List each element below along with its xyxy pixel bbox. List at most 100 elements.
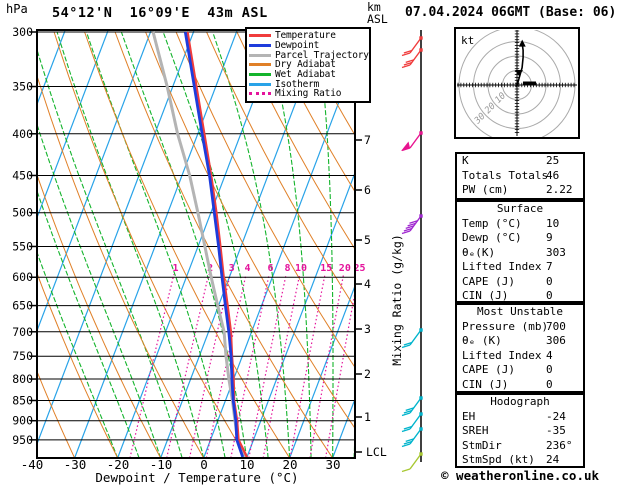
isotherm-line <box>289 286 354 457</box>
mixing-ratio-label: 15 <box>320 263 332 274</box>
table-row: θₑ (K) 306 <box>457 334 583 349</box>
row-label: StmSpd (kt) <box>462 453 535 466</box>
wet-adiabat-line <box>266 31 312 457</box>
mixing-ratio-line <box>189 274 231 457</box>
row-value: 24 <box>546 453 560 466</box>
row-value: 236° <box>546 438 573 452</box>
legend-item: Isotherm <box>249 78 369 90</box>
row-label: CIN (J) <box>462 377 509 391</box>
pressure-tick-label: 700 <box>12 325 33 339</box>
wind-barb <box>401 427 423 448</box>
temperature-axis: -40 -30 -20 -10 0 10 20 30 <box>21 457 341 472</box>
altitude-axis: 7 6 5 4 3 2 1 LCL <box>355 133 387 459</box>
row-label: PW (cm) <box>462 183 509 196</box>
altitude-axis-unit: km ASL <box>367 1 388 25</box>
pressure-tick-label: 450 <box>12 168 33 182</box>
legend-label: Temperature <box>275 30 336 42</box>
wet-adiabat-line <box>38 51 183 457</box>
hodograph-table: Hodograph EH -24 SREH -35 StmDir 236° StmSpd (k… <box>455 393 585 468</box>
table-title: Most Unstable <box>476 305 564 318</box>
temp-tick-label: -10 <box>150 457 173 472</box>
table-row: CAPE (J) 0 <box>457 275 583 290</box>
legend-label: Dewpoint <box>275 40 320 52</box>
table-row: SREH -35 <box>457 424 583 439</box>
temp-tick-label: -30 <box>64 457 87 472</box>
wet-adiabat-line <box>212 31 291 457</box>
surface-table: Surface Temp (°C) 10 Dewp (°C) 9 θₑ(K) 303 Lift… <box>455 200 585 303</box>
mixing-ratio-label: 6 <box>268 263 274 274</box>
row-label: Lifted Index <box>462 260 542 273</box>
pressure-tick-label: 500 <box>12 206 33 220</box>
table-row: StmSpd (kt) 24 <box>457 453 583 466</box>
table-row: Temp (°C) 10 <box>457 217 583 232</box>
most-unstable-table: Most Unstable Pressure (mb) 700 θₑ (K) 306 Li… <box>455 303 585 393</box>
mixing-ratio-line <box>166 274 210 457</box>
row-label: Pressure (mb) <box>462 319 549 333</box>
dewpoint-curve <box>183 31 245 457</box>
legend-item: Temperature <box>249 30 369 42</box>
mixing-ratio-label: 8 <box>284 263 290 274</box>
isotherm-line <box>74 31 238 457</box>
row-value: 0 <box>546 377 553 391</box>
dry-adiabat-line <box>236 31 354 249</box>
row-label: EH <box>462 409 476 423</box>
km-tick-label: 4 <box>364 277 371 291</box>
table-row: θₑ(K) 303 <box>457 246 583 261</box>
wind-barb <box>401 36 423 57</box>
km-tick-label: 3 <box>364 322 371 336</box>
table-row: CIN (J) 0 <box>457 377 583 392</box>
row-label: Totals Totals <box>462 168 549 182</box>
table-row: Pressure (mb) 700 <box>457 320 583 335</box>
wind-barb <box>401 396 423 417</box>
legend-label: Parcel Trajectory <box>275 49 369 61</box>
row-label: Lifted Index <box>462 348 542 362</box>
km-label: km <box>367 0 381 14</box>
asl-label: ASL <box>367 12 388 26</box>
legend-swatch-solid <box>249 34 271 38</box>
mixing-ratio-label: 1 <box>172 263 178 274</box>
km-tick-label: 6 <box>364 183 371 197</box>
lcl-label: LCL <box>366 445 387 459</box>
hodograph-unit-label: kt <box>461 34 474 47</box>
mixing-ratio-line <box>205 274 247 457</box>
legend-swatch-solid <box>249 63 271 67</box>
isotherm-line <box>38 31 152 330</box>
legend-swatch-solid <box>249 73 271 77</box>
wind-barb <box>401 48 423 69</box>
wind-barb <box>401 131 423 152</box>
temp-tick-label: -20 <box>107 457 130 472</box>
table-title: Surface <box>496 202 544 215</box>
row-label: K <box>462 154 469 167</box>
legend-item: Dewpoint <box>249 40 369 52</box>
pressure-axis-unit: hPa <box>6 2 28 16</box>
dry-adiabat-line <box>267 31 354 191</box>
table-row: CIN (J) 0 <box>457 289 583 302</box>
km-tick-label: 7 <box>364 133 371 147</box>
mixing-ratio-label: 20 <box>339 263 351 274</box>
row-value: 700 <box>546 319 566 333</box>
indices-table: K 25 Totals Totals 46 PW (cm) 2.22 <box>455 152 585 200</box>
legend-label: Wet Adiabat <box>275 69 336 81</box>
wind-barb <box>401 412 423 433</box>
mixing-ratio-axis-label: Mixing Ratio (g/kg) <box>390 234 404 366</box>
legend-swatch-solid <box>249 53 271 57</box>
row-value: 46 <box>546 168 560 182</box>
row-label: CIN (J) <box>462 289 509 302</box>
mixing-ratio-line <box>309 274 345 457</box>
table-row: Dewp (°C) 9 <box>457 231 583 246</box>
row-label: CAPE (J) <box>462 363 515 376</box>
row-label: StmDir <box>462 438 502 452</box>
isotherm-line <box>38 31 195 443</box>
pressure-tick-label: 600 <box>12 270 33 284</box>
dry-adiabat-line <box>38 372 75 457</box>
km-tick-label: 2 <box>364 367 371 381</box>
table-row: Lifted Index 7 <box>457 260 583 275</box>
table-row: Totals Totals 46 <box>457 169 583 184</box>
legend-label: Isotherm <box>275 78 320 90</box>
row-label: θₑ (K) <box>462 334 502 347</box>
temp-tick-label: 20 <box>282 457 297 472</box>
pressure-tick-label: 400 <box>12 127 33 141</box>
legend-swatch-solid <box>249 82 271 86</box>
